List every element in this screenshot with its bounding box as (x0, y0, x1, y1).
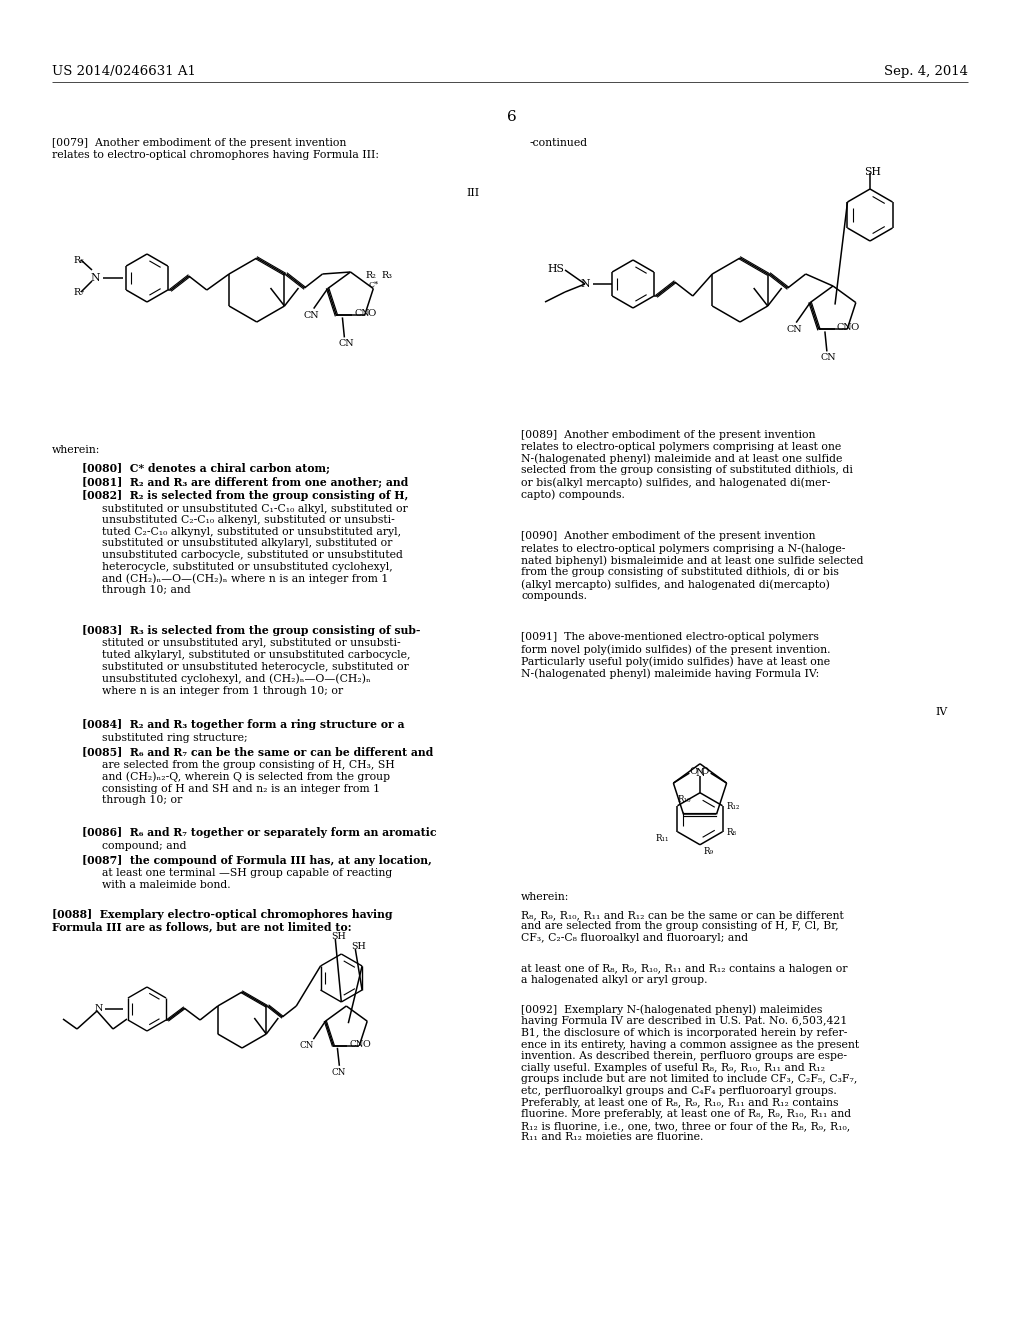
Text: CN: CN (338, 339, 354, 348)
Text: R₁₁: R₁₁ (655, 834, 669, 842)
Text: R₈: R₈ (726, 828, 736, 837)
Text: III: III (467, 187, 480, 198)
Text: N: N (580, 279, 590, 289)
Text: R₈, R₉, R₁₀, R₁₁ and R₁₂ can be the same or can be different
and are selected fr: R₈, R₉, R₁₀, R₁₁ and R₁₂ can be the same… (521, 909, 844, 942)
Text: CN: CN (837, 323, 853, 333)
Text: R₁₂: R₁₂ (726, 801, 740, 810)
Text: O: O (700, 767, 709, 776)
Text: CN: CN (821, 354, 837, 363)
Text: US 2014/0246631 A1: US 2014/0246631 A1 (52, 65, 196, 78)
Text: N: N (95, 1005, 103, 1012)
Text: R₆: R₆ (73, 256, 84, 265)
Text: R₁₀: R₁₀ (678, 795, 691, 804)
Text: CN: CN (354, 309, 370, 318)
Text: stituted or unsubstituted aryl, substituted or unsubsti-
tuted alkylaryl, substi: stituted or unsubstituted aryl, substitu… (102, 639, 411, 696)
Text: substituted ring structure;: substituted ring structure; (102, 733, 248, 743)
Text: O: O (689, 767, 697, 776)
Text: [0088]  Exemplary electro-optical chromophores having
Formula III are as follows: [0088] Exemplary electro-optical chromop… (52, 908, 392, 932)
Text: [0082]  R₂ is selected from the group consisting of H,: [0082] R₂ is selected from the group con… (82, 490, 409, 502)
Text: R₇: R₇ (73, 288, 84, 297)
Text: at least one of R₈, R₉, R₁₀, R₁₁ and R₁₂ contains a halogen or
a halogenated alk: at least one of R₈, R₉, R₁₀, R₁₁ and R₁₂… (521, 964, 848, 985)
Text: O: O (368, 309, 376, 318)
Text: [0081]  R₂ and R₃ are different from one another; and: [0081] R₂ and R₃ are different from one … (82, 477, 409, 487)
Text: wherein:: wherein: (521, 892, 569, 902)
Text: HS: HS (547, 264, 564, 275)
Text: Sep. 4, 2014: Sep. 4, 2014 (884, 65, 968, 78)
Text: [0090]  Another embodiment of the present invention
relates to electro-optical p: [0090] Another embodiment of the present… (521, 531, 863, 602)
Text: [0083]  R₃ is selected from the group consisting of sub-: [0083] R₃ is selected from the group con… (82, 624, 421, 636)
Text: IV: IV (936, 706, 948, 717)
Text: SH: SH (864, 168, 881, 177)
Text: compound; and: compound; and (102, 841, 186, 851)
Text: CN: CN (332, 1068, 346, 1077)
Text: [0084]  R₂ and R₃ together form a ring structure or a: [0084] R₂ and R₃ together form a ring st… (82, 719, 404, 730)
Text: [0079]  Another embodiment of the present invention
relates to electro-optical c: [0079] Another embodiment of the present… (52, 139, 379, 160)
Text: R₂: R₂ (366, 271, 376, 280)
Text: CN: CN (349, 1040, 364, 1049)
Text: 6: 6 (507, 110, 517, 124)
Text: [0080]  C* denotes a chiral carbon atom;: [0080] C* denotes a chiral carbon atom; (82, 463, 330, 474)
Text: CN: CN (299, 1041, 313, 1051)
Text: C*: C* (369, 281, 379, 289)
Text: [0089]  Another embodiment of the present invention
relates to electro-optical p: [0089] Another embodiment of the present… (521, 430, 853, 500)
Text: [0091]  The above-mentioned electro-optical polymers
form novel poly(imido sulfi: [0091] The above-mentioned electro-optic… (521, 632, 830, 680)
Text: SH: SH (351, 942, 366, 950)
Text: N: N (90, 273, 99, 282)
Text: O: O (362, 1040, 370, 1049)
Text: [0085]  R₆ and R₇ can be the same or can be different and: [0085] R₆ and R₇ can be the same or can … (82, 747, 433, 758)
Text: R₃: R₃ (381, 271, 392, 280)
Text: R₉: R₉ (705, 846, 714, 855)
Text: wherein:: wherein: (52, 445, 100, 455)
Text: substituted or unsubstituted C₁-C₁₀ alkyl, substituted or
unsubstituted C₂-C₁₀ a: substituted or unsubstituted C₁-C₁₀ alky… (102, 503, 408, 595)
Text: N: N (695, 768, 705, 777)
Text: [0092]  Exemplary N-(halogenated phenyl) maleimides
having Formula IV are descri: [0092] Exemplary N-(halogenated phenyl) … (521, 1005, 859, 1142)
Text: [0087]  the compound of Formula III has, at any location,: [0087] the compound of Formula III has, … (82, 854, 432, 866)
Text: O: O (850, 323, 858, 333)
Text: are selected from the group consisting of H, CH₃, SH
and (CH₂)ₙ₂-Q, wherein Q is: are selected from the group consisting o… (102, 760, 394, 805)
Text: -continued: -continued (530, 139, 588, 148)
Text: at least one terminal —SH group capable of reacting
with a maleimide bond.: at least one terminal —SH group capable … (102, 869, 392, 890)
Text: CN: CN (304, 310, 319, 319)
Text: CN: CN (786, 325, 802, 334)
Text: [0086]  R₆ and R₇ together or separately form an aromatic: [0086] R₆ and R₇ together or separately … (82, 828, 436, 838)
Text: SH: SH (332, 932, 346, 941)
